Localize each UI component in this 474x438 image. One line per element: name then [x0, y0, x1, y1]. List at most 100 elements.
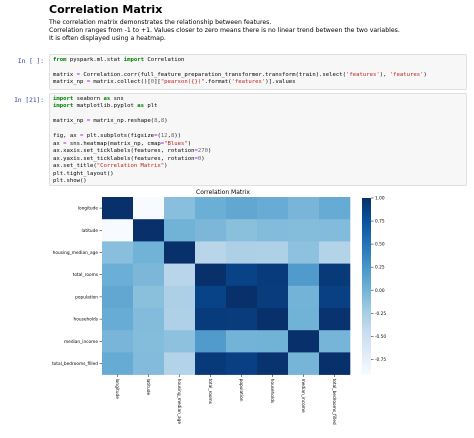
heatmap-cell — [164, 263, 196, 287]
heatmap-cell — [164, 308, 196, 331]
x-tick-label: housing_median_age — [176, 379, 182, 425]
heatmap-cell — [288, 285, 320, 309]
page-title: Correlation Matrix — [49, 3, 163, 16]
markdown-line: The correlation matrix demonstrates the … — [49, 19, 272, 26]
heatmap-cell — [195, 241, 227, 264]
colorbar-tick-label: -0.50 — [375, 334, 386, 340]
heatmap-cell — [102, 197, 134, 220]
heatmap-cell — [257, 263, 289, 287]
colorbar-ticks: 1.00 0.75 0.50 0.25 0.00 -0.25 -0.50 -0.75 — [371, 196, 386, 363]
heatmap-cell — [257, 285, 289, 309]
heatmap-cell — [288, 263, 320, 287]
heatmap-cell — [257, 197, 289, 220]
colorbar-tick-label: -0.25 — [375, 311, 386, 317]
heatmap-cell — [288, 330, 320, 353]
heatmap-cell — [195, 308, 227, 331]
heatmap-cell — [195, 219, 227, 242]
heatmap-cell — [226, 285, 258, 309]
heatmap-cell — [257, 219, 289, 242]
code-cell-1[interactable]: from pyspark.ml.stat import Correlation … — [49, 54, 467, 90]
heatmap-cell — [102, 330, 134, 353]
y-tick-labels: longitude latitude housing_median_agetotal… — [52, 206, 102, 367]
code-editor[interactable]: import seaborn as sns import matplotlib.… — [53, 96, 212, 184]
heatmap-cell — [102, 308, 134, 331]
cell-prompt: In [21]: — [14, 97, 44, 104]
y-tick-label: housing_median_age — [53, 250, 99, 256]
colorbar-tick-label: 0.50 — [375, 242, 385, 248]
x-tick-label: latitude — [145, 379, 151, 396]
x-tick-label: population — [238, 379, 244, 402]
heatmap-cell — [102, 219, 134, 242]
y-tick-label: latitude — [82, 228, 99, 234]
y-tick-label: total_bedrooms_filled — [52, 361, 98, 367]
heatmap-cell — [164, 285, 196, 309]
x-tick-labels: longitude latitude housing_median_age total… — [114, 374, 337, 425]
heatmap-cell — [133, 330, 165, 353]
heatmap-cell — [288, 219, 320, 242]
heatmap-cell — [195, 197, 227, 220]
heatmap-cell — [133, 219, 165, 242]
heatmap-cell — [164, 241, 196, 264]
heatmap-cell — [164, 219, 196, 242]
heatmap-cell — [288, 197, 320, 220]
heatmap-cell — [133, 197, 165, 220]
heatmap-cell — [195, 285, 227, 309]
heatmap-cell — [319, 352, 351, 375]
heatmap-cell — [226, 330, 258, 353]
code-editor[interactable]: from pyspark.ml.stat import Correlation … — [53, 57, 427, 86]
heatmap-cell — [226, 241, 258, 264]
heatmap-cell — [102, 263, 134, 287]
heatmap-cell — [319, 263, 351, 287]
heatmap-cell — [226, 308, 258, 331]
heatmap-cell — [319, 197, 351, 220]
heatmap-cell — [195, 352, 227, 375]
heatmap-cell — [288, 241, 320, 264]
heatmap-cell — [226, 352, 258, 375]
heatmap-cell — [226, 263, 258, 287]
heatmap-cell — [319, 219, 351, 242]
colorbar-tick-label: 0.75 — [375, 219, 385, 225]
heatmap-cell — [319, 241, 351, 264]
heatmap-cell — [133, 352, 165, 375]
y-tick-label: households — [74, 317, 99, 323]
heatmap-cell — [319, 330, 351, 353]
chart-title: Correlation Matrix — [196, 189, 250, 196]
colorbar — [362, 198, 371, 375]
heatmap-cell — [257, 330, 289, 353]
x-tick-label: median_income — [300, 379, 306, 413]
heatmap-cell — [133, 308, 165, 331]
colorbar-tick-label: 1.00 — [375, 196, 385, 202]
x-tick-label: longitude — [114, 379, 120, 400]
x-tick-label: total_bedrooms_filled — [331, 379, 337, 425]
x-tick-label: total_rooms — [207, 379, 213, 405]
y-tick-label: longitude — [78, 206, 99, 212]
heatmap-cell — [133, 263, 165, 287]
heatmap-cell — [226, 219, 258, 242]
heatmap-cell — [288, 352, 320, 375]
heatmap-cell — [102, 241, 134, 264]
heatmap-cell — [102, 285, 134, 309]
colorbar-tick-label: -0.75 — [375, 357, 386, 363]
heatmap-cell — [195, 330, 227, 353]
heatmap-cell — [195, 263, 227, 287]
colorbar-tick-label: 0.25 — [375, 265, 385, 271]
x-tick-label: households — [269, 379, 275, 404]
heatmap-cell — [164, 352, 196, 375]
heatmap-cell — [257, 308, 289, 331]
heatmap-cell — [257, 352, 289, 375]
heatmap-cell — [164, 330, 196, 353]
heatmap-cell — [257, 241, 289, 264]
code-cell-2[interactable]: import seaborn as sns import matplotlib.… — [49, 93, 467, 186]
cell-prompt: In [ ]: — [17, 58, 44, 65]
heatmap-cells — [102, 197, 351, 375]
y-tick-label: population — [75, 294, 98, 300]
y-tick-label: median_income — [64, 339, 98, 345]
y-tick-label: total_rooms — [73, 272, 99, 278]
colorbar-tick-label: 0.00 — [375, 288, 385, 294]
heatmap-cell — [319, 285, 351, 309]
markdown-line: It is often displayed using a heatmap. — [49, 35, 166, 42]
heatmap-cell — [226, 197, 258, 220]
heatmap-cell — [319, 308, 351, 331]
heatmap-cell — [288, 308, 320, 331]
